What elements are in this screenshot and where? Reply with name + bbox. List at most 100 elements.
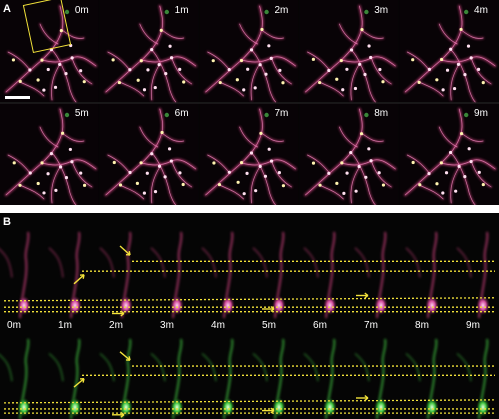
punctum [359, 132, 364, 136]
dendrite-branches [4, 4, 98, 103]
dendrite-branch-core [61, 29, 85, 39]
arrow-head [120, 411, 125, 418]
punctum [167, 147, 172, 151]
punctum [145, 171, 149, 175]
green-spot [364, 9, 369, 15]
punctum [367, 147, 371, 151]
dendrite-branch-core [139, 23, 159, 45]
dendrite-branch-core [61, 132, 85, 142]
neuron-tile: 3m [299, 0, 399, 103]
punctum [435, 78, 439, 82]
bright-spine [323, 295, 337, 316]
punctum [70, 56, 74, 60]
punctum [242, 88, 246, 92]
puncta [311, 132, 386, 195]
punctum [82, 183, 87, 187]
punctum [239, 161, 244, 165]
dendrite-branch-core [51, 166, 61, 204]
punctum [46, 67, 50, 72]
arrow-head [270, 407, 275, 414]
time-label: 0m [7, 320, 21, 331]
punctum [439, 161, 443, 165]
dendrite-branch-core [250, 166, 260, 204]
time-label: 1m [175, 5, 189, 16]
dendrite-segment [303, 247, 319, 278]
punctum [281, 184, 286, 188]
green-spot [364, 112, 369, 118]
punctum [139, 59, 143, 63]
punctum [349, 48, 354, 52]
punctum [227, 170, 231, 174]
arrow-head [120, 310, 125, 317]
tracking-line [3, 297, 496, 302]
time-label: 6m [313, 320, 327, 331]
arrow-head [125, 250, 131, 256]
dendrite-branch-core [161, 29, 185, 39]
time-label: 1m [58, 320, 72, 331]
punctum [454, 189, 458, 193]
dendrite-segment [201, 247, 217, 278]
punctum [54, 188, 58, 192]
punctum [444, 171, 449, 175]
dendrite-branch-core [271, 160, 292, 188]
punctum [441, 191, 445, 195]
dendrite-branch-core [171, 160, 193, 188]
dendrite-branch-core [51, 152, 77, 206]
green-spot [64, 9, 70, 15]
green-spot [464, 9, 469, 15]
punctum [357, 164, 361, 169]
time-label: 8m [374, 108, 388, 119]
dendrite-branch-core [139, 126, 159, 148]
punctum [18, 183, 22, 187]
punctum [64, 176, 69, 180]
dendrite-branch-core [460, 29, 484, 39]
dendrite-branch-core [205, 5, 263, 93]
punctum [46, 172, 50, 176]
punctum [435, 182, 439, 186]
dendrite-branch-core [351, 152, 376, 206]
puncta [411, 27, 485, 92]
punctum [150, 47, 154, 52]
neuron-tile: 2m [199, 0, 299, 103]
puncta [12, 131, 87, 195]
time-label: 5m [262, 320, 276, 331]
dendrite-branch-core [261, 29, 284, 39]
dendrite-branch-core [438, 23, 458, 45]
dendrite-branch-core [119, 81, 145, 97]
dendrite-branch-core [339, 126, 358, 148]
time-label: 3m [160, 320, 174, 331]
dendrite-segment [252, 247, 268, 278]
punctum [246, 67, 250, 71]
panel-b: 0m 1m 2m 3m 4m 5m 6m 7m 8m 9m B [0, 213, 499, 419]
punctum [411, 58, 415, 62]
punctum [459, 27, 463, 32]
dendrite-branch-core [305, 5, 363, 93]
punctum [467, 147, 471, 151]
punctum [212, 161, 216, 165]
punctum [269, 159, 274, 163]
dendrite-segment [354, 352, 370, 382]
arrow-icon [73, 378, 85, 388]
dendrite-branch-core [350, 166, 360, 204]
time-label: 2m [109, 320, 123, 331]
punctum [340, 161, 344, 165]
neuron-tile: 6m [99, 103, 199, 206]
punctum [345, 171, 349, 175]
panel-a-letter: A [3, 3, 11, 15]
punctum [277, 170, 281, 175]
time-label: 4m [211, 320, 225, 331]
punctum [264, 72, 268, 76]
punctum [353, 86, 358, 91]
green-spot [464, 112, 469, 118]
punctum [263, 174, 268, 178]
punctum [448, 150, 453, 155]
dendrite-segment [99, 247, 115, 278]
punctum [42, 88, 46, 92]
dendrite-branch-core [107, 154, 131, 174]
punctum [18, 79, 22, 83]
punctum [339, 58, 343, 63]
punctum [163, 175, 167, 179]
dendrite-segment [150, 247, 166, 278]
bright-spine [119, 295, 133, 316]
